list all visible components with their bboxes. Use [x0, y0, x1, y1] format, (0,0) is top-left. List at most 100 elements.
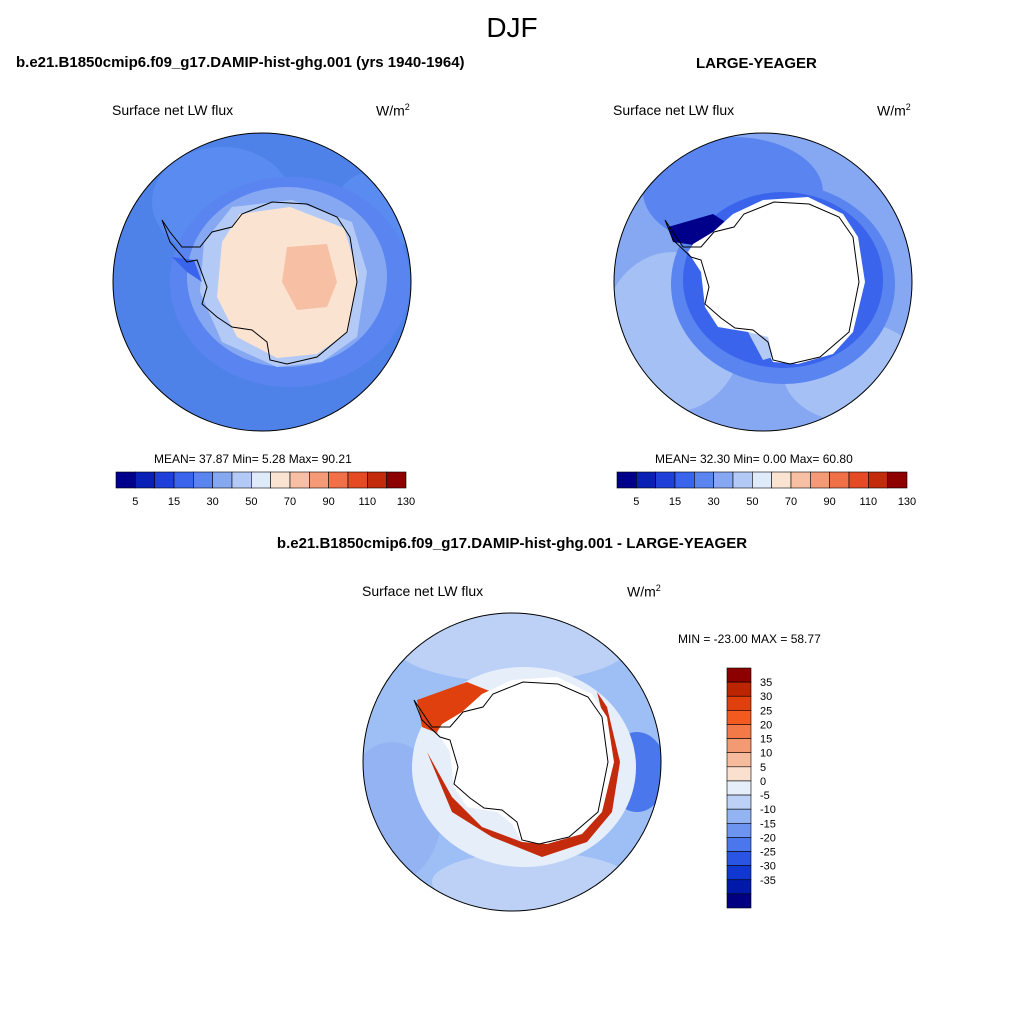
colorbar-swatch [810, 471, 830, 489]
colorbar-swatch [616, 471, 637, 489]
colorbar-swatch [726, 710, 752, 725]
colorbar-tick-label: 20 [760, 719, 772, 731]
colorbar-swatch [289, 471, 310, 489]
colorbar-swatch [732, 471, 753, 489]
colorbar-swatch [771, 471, 792, 489]
colorbar-tick-label: 5 [132, 496, 138, 508]
colorbar-swatch [726, 738, 752, 754]
colorbar-swatch [636, 471, 656, 489]
land-mask [437, 677, 614, 844]
colorbar-tick-label: -15 [760, 818, 776, 830]
panel1-polar-map [112, 132, 412, 432]
colorbar-swatch [726, 879, 752, 895]
colorbar-swatch [726, 752, 752, 768]
panel3-title: b.e21.B1850cmip6.f09_g17.DAMIP-hist-ghg.… [276, 535, 748, 552]
colorbar-swatch [726, 822, 752, 838]
colorbar-swatch [251, 471, 271, 489]
panel2-stats: MEAN= 32.30 Min= 0.00 Max= 60.80 [655, 452, 853, 466]
colorbar-tick-label: -20 [760, 832, 776, 844]
colorbar-tick-label: 5 [760, 762, 766, 774]
colorbar-swatch [726, 667, 752, 683]
colorbar-swatch [726, 780, 752, 796]
colorbar-tick-label: -30 [760, 861, 776, 873]
colorbar-swatch [726, 766, 752, 782]
antarctica-coastline [413, 681, 609, 845]
colorbar-swatch [386, 471, 407, 489]
panel1-colorbar: 5 15 30 50 70 90 110 130 [115, 471, 415, 508]
panel3-polar-map [362, 612, 662, 912]
colorbar-swatch [694, 471, 714, 489]
colorbar-swatch [674, 471, 695, 489]
colorbar-swatch [868, 471, 888, 489]
colorbar-swatch [752, 471, 772, 489]
colorbar-swatch [713, 471, 734, 489]
panel2-polar-map [613, 132, 913, 432]
map-boundary [362, 612, 662, 912]
colorbar-swatch [848, 471, 869, 489]
colorbar-swatch [726, 808, 752, 824]
colorbar-tick-label: 70 [785, 496, 797, 508]
colorbar-tick-label: 15 [669, 496, 681, 508]
colorbar-swatch [193, 471, 213, 489]
panel3-units: W/m2 [627, 583, 661, 600]
colorbar-tick-label: -5 [760, 790, 770, 802]
colorbar-swatch [212, 471, 233, 489]
colorbar-tick-label: 110 [359, 496, 377, 508]
colorbar-tick-label: 15 [168, 496, 180, 508]
colorbar-swatch [655, 471, 676, 489]
colorbar-tick-label: -25 [760, 847, 776, 859]
panel1-variable-label: Surface net LW flux [112, 102, 234, 118]
colorbar-tick-label: -35 [760, 875, 776, 887]
panel1-title: b.e21.B1850cmip6.f09_g17.DAMIP-hist-ghg.… [16, 54, 465, 71]
colorbar-swatch [328, 471, 349, 489]
colorbar-swatch [347, 471, 368, 489]
map-boundary [613, 132, 913, 432]
colorbar-swatch [154, 471, 175, 489]
colorbar-tick-label: 25 [760, 705, 772, 717]
colorbar-tick-label: 0 [760, 776, 766, 788]
colorbar-swatch [135, 471, 155, 489]
colorbar-swatch [270, 471, 291, 489]
map-boundary [112, 132, 412, 432]
colorbar-tick-label: 30 [207, 496, 219, 508]
panel2-title: LARGE-YEAGER [696, 55, 817, 72]
colorbar-swatch [231, 471, 252, 489]
colorbar-swatch [367, 471, 387, 489]
colorbar-swatch [173, 471, 194, 489]
panel3-vertical-colorbar: 35 30 25 20 15 10 5 0 -5 -10 -15 -20 -25 -30 -35 [726, 667, 776, 909]
colorbar-swatch [115, 471, 136, 489]
colorbar-tick-label: 90 [824, 496, 836, 508]
panel2-variable-label: Surface net LW flux [613, 102, 735, 118]
land-mask [688, 197, 865, 364]
colorbar-tick-label: 30 [708, 496, 720, 508]
colorbar-tick-label: 50 [746, 496, 758, 508]
colorbar-swatch [726, 794, 752, 810]
colorbar-tick-label: 30 [760, 691, 772, 703]
colorbar-tick-label: 50 [245, 496, 257, 508]
colorbar-tick-label: 10 [760, 748, 772, 760]
panel2-colorbar: 5 15 30 50 70 90 110 130 [616, 471, 916, 508]
colorbar-swatch [829, 471, 850, 489]
panel3-stats: MIN = -23.00 MAX = 58.77 [678, 632, 821, 646]
colorbar-tick-label: 70 [284, 496, 296, 508]
season-title: DJF [486, 12, 538, 43]
colorbar-swatch [726, 681, 752, 697]
colorbar-tick-label: 130 [898, 496, 916, 508]
panel1-units: W/m2 [376, 102, 410, 119]
colorbar-swatch [790, 471, 811, 489]
colorbar-tick-label: -10 [760, 804, 776, 816]
colorbar-swatch [726, 851, 752, 866]
antarctica-coastline [161, 201, 358, 365]
panel1-stats: MEAN= 37.87 Min= 5.28 Max= 90.21 [154, 452, 352, 466]
colorbar-swatch [726, 837, 752, 852]
panel2-units: W/m2 [877, 102, 911, 119]
colorbar-tick-label: 15 [760, 734, 772, 746]
colorbar-swatch [726, 724, 752, 739]
colorbar-tick-label: 130 [397, 496, 415, 508]
colorbar-swatch [887, 471, 908, 489]
colorbar-tick-label: 35 [760, 677, 772, 689]
colorbar-swatch [309, 471, 329, 489]
colorbar-tick-label: 5 [633, 496, 639, 508]
colorbar-tick-label: 90 [323, 496, 335, 508]
panel3-variable-label: Surface net LW flux [362, 583, 484, 599]
